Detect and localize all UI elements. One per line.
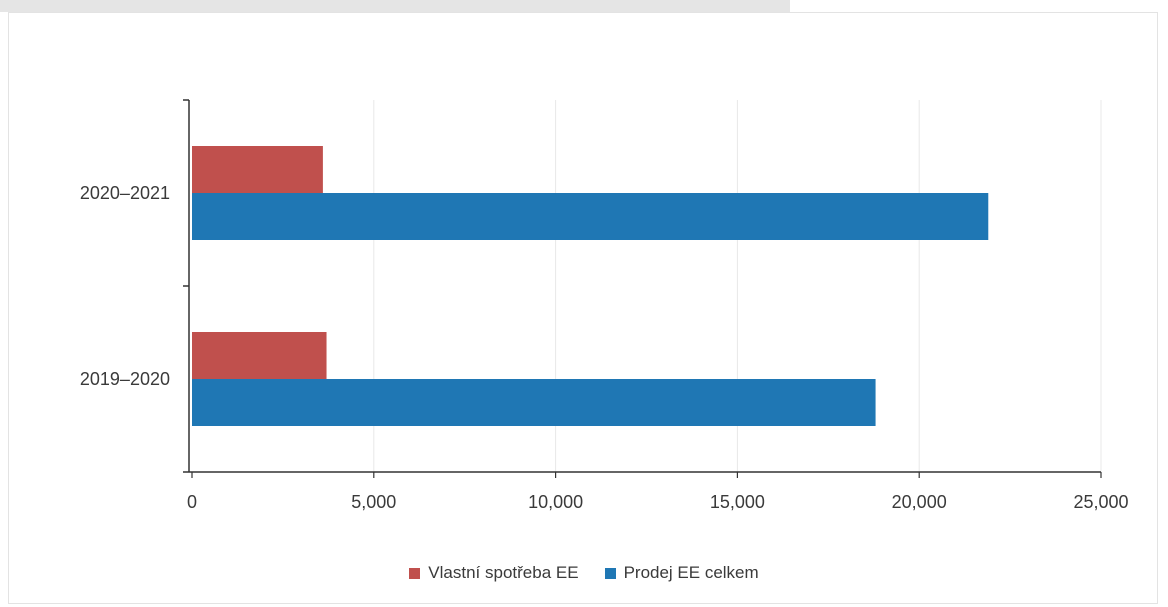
y-tick-label: 2020–2021	[80, 183, 170, 203]
legend-label-vlastni: Vlastní spotřeba EE	[428, 563, 579, 582]
y-tick-label: 2019–2020	[80, 369, 170, 389]
x-tick-label: 15,000	[710, 492, 765, 512]
legend-label-prodej: Prodej EE celkem	[623, 563, 759, 582]
bar-vlastni-0	[192, 146, 323, 193]
legend-item-vlastni: Vlastní spotřeba EE	[409, 563, 579, 583]
x-tick-label: 5,000	[351, 492, 396, 512]
bar-prodej-1	[192, 379, 876, 426]
chart-frame	[8, 12, 1158, 604]
x-tick-label: 0	[187, 492, 197, 512]
x-tick-label: 20,000	[892, 492, 947, 512]
x-tick-label: 10,000	[528, 492, 583, 512]
chart-legend: Vlastní spotřeba EE Prodej EE celkem	[0, 563, 1168, 583]
top-crop-strip	[0, 0, 790, 12]
bar-prodej-0	[192, 193, 989, 240]
legend-swatch-prodej	[604, 567, 616, 579]
x-tick-label: 25,000	[1073, 492, 1128, 512]
legend-item-prodej: Prodej EE celkem	[604, 563, 759, 583]
bar-vlastni-1	[192, 332, 327, 379]
legend-swatch-vlastni	[409, 567, 421, 579]
